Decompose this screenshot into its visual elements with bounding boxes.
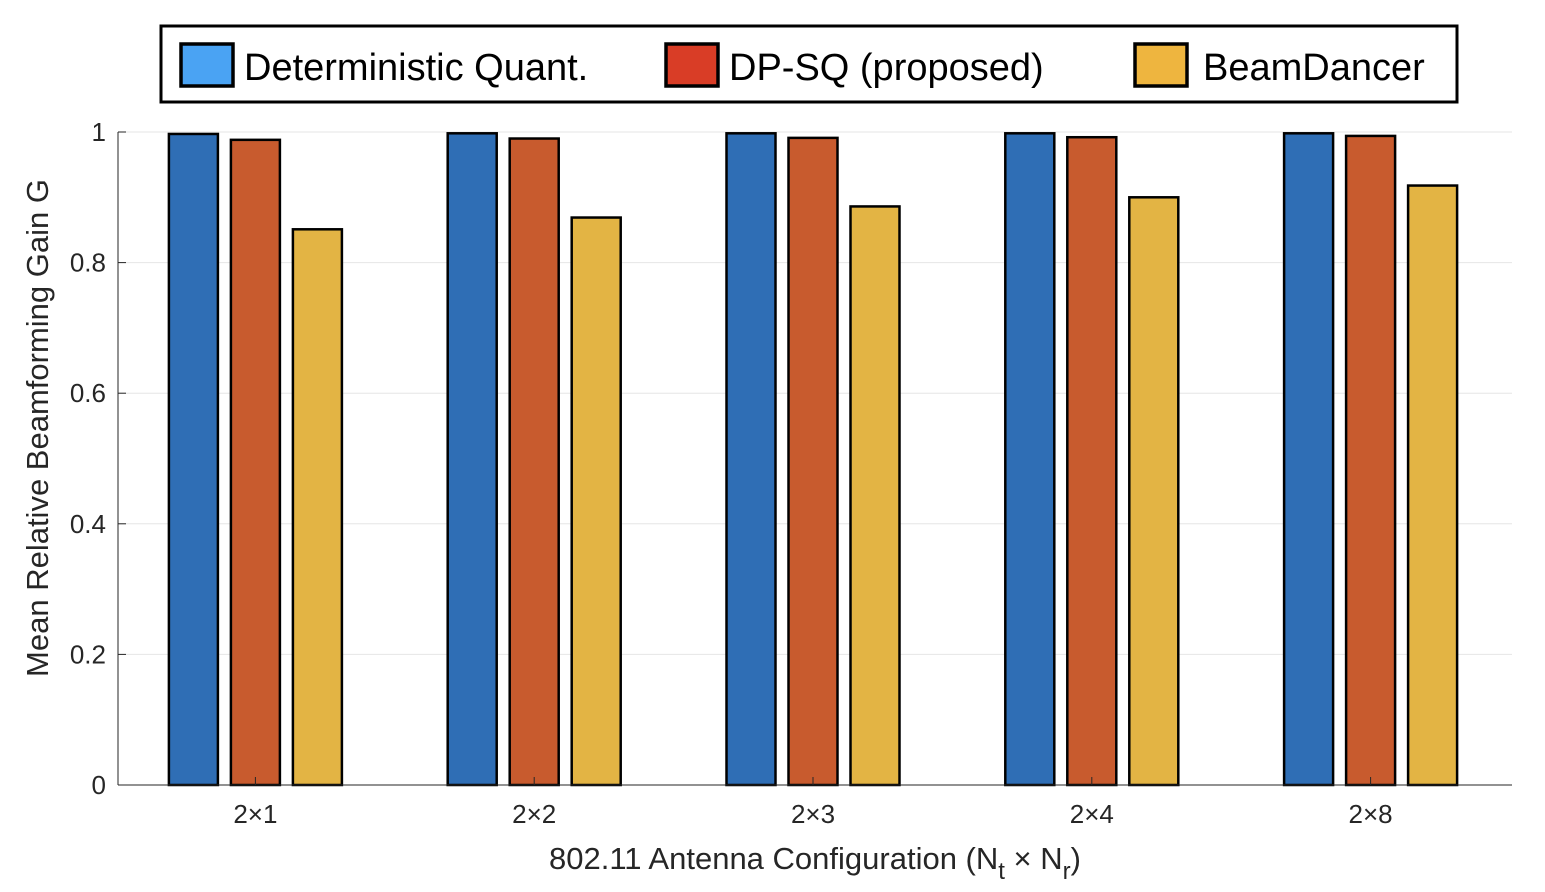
bar-beamdancer-2 [849, 205, 901, 787]
y-tick-label: 0 [92, 770, 106, 800]
legend-label: DP-SQ (proposed) [729, 47, 1044, 89]
bar-deterministic-quant-3 [1004, 132, 1056, 787]
bar-dp-sq-proposed-1 [508, 137, 560, 787]
y-axis-label: Mean Relative Beamforming Gain G [20, 179, 55, 677]
bar-deterministic-quant-2 [725, 132, 777, 787]
bar-dp-sq-proposed-3 [1066, 135, 1118, 787]
bar-dp-sq-proposed-4 [1344, 134, 1397, 787]
legend-swatch [1133, 42, 1189, 88]
x-tick-label: 2×3 [791, 799, 835, 829]
legend-label: Deterministic Quant. [244, 47, 588, 89]
y-tick-label: 0.8 [70, 248, 106, 278]
legend-swatch [179, 42, 235, 88]
bar-dp-sq-proposed-2 [787, 136, 839, 787]
bar-beamdancer-3 [1128, 196, 1180, 787]
x-axis-label-sub-t: t [998, 858, 1005, 885]
axes [117, 131, 1512, 786]
bar-deterministic-quant-0 [167, 132, 220, 787]
x-tick-label: 2×4 [1070, 799, 1114, 829]
y-tick-label: 0.6 [70, 378, 106, 408]
bar-deterministic-quant-4 [1282, 132, 1335, 787]
x-axis-label-mid: × N [1005, 841, 1063, 876]
y-tick-label: 0.2 [70, 639, 106, 669]
x-axis-label: 802.11 Antenna Configuration (Nt × Nr) [549, 841, 1081, 885]
x-axis-label-end: ) [1071, 841, 1081, 876]
y-tick-label: 0.4 [70, 509, 106, 539]
x-tick-label: 2×8 [1349, 799, 1393, 829]
x-axis-label-sub-r: r [1063, 858, 1071, 885]
legend-label: BeamDancer [1203, 47, 1425, 89]
legend: Deterministic Quant. DP-SQ (proposed) Beam… [159, 24, 1459, 104]
legend-swatch [664, 42, 720, 88]
x-tick-label: 2×1 [233, 799, 277, 829]
bar-dp-sq-proposed-0 [229, 138, 282, 787]
x-tick-label: 2×2 [512, 799, 556, 829]
legend-box [159, 24, 1459, 104]
bar-beamdancer-4 [1406, 184, 1459, 787]
bars-group [167, 132, 1459, 787]
x-axis-label-main: 802.11 Antenna Configuration (N [549, 841, 998, 876]
x-tick-labels: 2×1 2×2 2×3 2×4 2×8 [233, 799, 1392, 829]
bar-beamdancer-1 [570, 216, 622, 787]
y-tick-labels: 0 0.2 0.4 0.6 0.8 1 [70, 117, 106, 800]
y-tick-label: 1 [92, 117, 106, 147]
bar-deterministic-quant-1 [446, 132, 498, 787]
bar-beamdancer-0 [291, 228, 344, 787]
